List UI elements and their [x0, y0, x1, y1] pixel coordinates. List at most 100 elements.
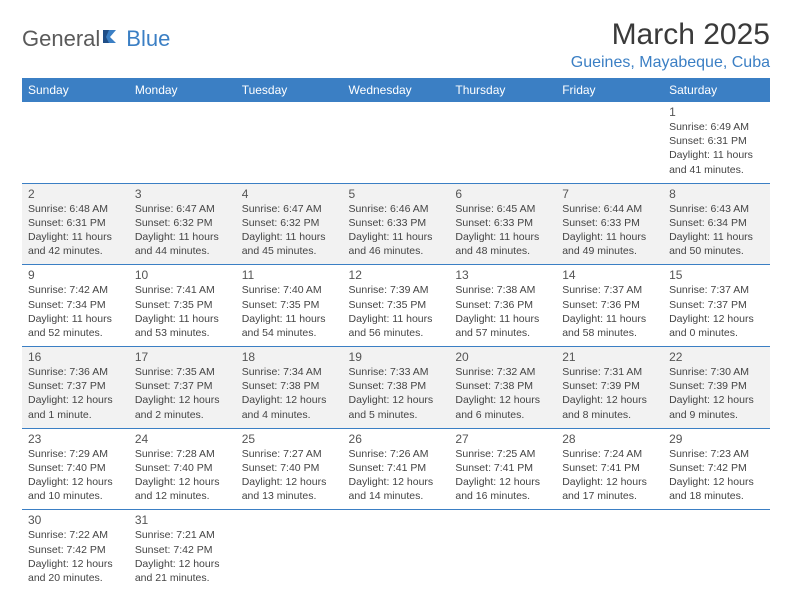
calendar-day-cell: 30Sunrise: 7:22 AMSunset: 7:42 PMDayligh…: [22, 510, 129, 591]
header: General Blue March 2025 Gueines, Mayabeq…: [22, 18, 770, 72]
calendar-week-row: 2Sunrise: 6:48 AMSunset: 6:31 PMDaylight…: [22, 183, 770, 265]
calendar-day-cell: [22, 102, 129, 183]
sunrise-text: Sunrise: 7:33 AM: [349, 365, 444, 379]
day-info: Sunrise: 7:35 AMSunset: 7:37 PMDaylight:…: [135, 365, 230, 422]
daylight-text: Daylight: 11 hours and 45 minutes.: [242, 230, 337, 258]
sunrise-text: Sunrise: 7:24 AM: [562, 447, 657, 461]
calendar-day-cell: 3Sunrise: 6:47 AMSunset: 6:32 PMDaylight…: [129, 183, 236, 265]
day-info: Sunrise: 7:23 AMSunset: 7:42 PMDaylight:…: [669, 447, 764, 504]
daylight-text: Daylight: 12 hours and 8 minutes.: [562, 393, 657, 421]
sunset-text: Sunset: 7:42 PM: [135, 543, 230, 557]
calendar-week-row: 23Sunrise: 7:29 AMSunset: 7:40 PMDayligh…: [22, 428, 770, 510]
day-number: 23: [28, 432, 123, 446]
calendar-week-row: 30Sunrise: 7:22 AMSunset: 7:42 PMDayligh…: [22, 510, 770, 591]
day-number: 7: [562, 187, 657, 201]
calendar-day-cell: [663, 510, 770, 591]
day-number: 30: [28, 513, 123, 527]
calendar-day-cell: 12Sunrise: 7:39 AMSunset: 7:35 PMDayligh…: [343, 265, 450, 347]
calendar-day-cell: 17Sunrise: 7:35 AMSunset: 7:37 PMDayligh…: [129, 347, 236, 429]
sunrise-text: Sunrise: 6:48 AM: [28, 202, 123, 216]
day-number: 3: [135, 187, 230, 201]
logo-flag-icon: [102, 26, 124, 52]
calendar-table: Sunday Monday Tuesday Wednesday Thursday…: [22, 78, 770, 591]
daylight-text: Daylight: 12 hours and 10 minutes.: [28, 475, 123, 503]
location: Gueines, Mayabeque, Cuba: [571, 54, 770, 72]
day-info: Sunrise: 7:40 AMSunset: 7:35 PMDaylight:…: [242, 283, 337, 340]
logo-text-general: General: [22, 26, 100, 52]
calendar-day-cell: 24Sunrise: 7:28 AMSunset: 7:40 PMDayligh…: [129, 428, 236, 510]
sunrise-text: Sunrise: 7:31 AM: [562, 365, 657, 379]
sunset-text: Sunset: 7:39 PM: [562, 379, 657, 393]
sunset-text: Sunset: 7:35 PM: [135, 298, 230, 312]
daylight-text: Daylight: 12 hours and 5 minutes.: [349, 393, 444, 421]
day-number: 8: [669, 187, 764, 201]
sunset-text: Sunset: 7:41 PM: [349, 461, 444, 475]
sunset-text: Sunset: 6:33 PM: [349, 216, 444, 230]
calendar-day-cell: [129, 102, 236, 183]
day-number: 20: [455, 350, 550, 364]
day-info: Sunrise: 6:43 AMSunset: 6:34 PMDaylight:…: [669, 202, 764, 259]
calendar-day-cell: 29Sunrise: 7:23 AMSunset: 7:42 PMDayligh…: [663, 428, 770, 510]
sunrise-text: Sunrise: 7:40 AM: [242, 283, 337, 297]
calendar-day-cell: 22Sunrise: 7:30 AMSunset: 7:39 PMDayligh…: [663, 347, 770, 429]
logo: General Blue: [22, 18, 170, 52]
day-info: Sunrise: 7:27 AMSunset: 7:40 PMDaylight:…: [242, 447, 337, 504]
daylight-text: Daylight: 12 hours and 1 minute.: [28, 393, 123, 421]
daylight-text: Daylight: 11 hours and 49 minutes.: [562, 230, 657, 258]
calendar-day-cell: 28Sunrise: 7:24 AMSunset: 7:41 PMDayligh…: [556, 428, 663, 510]
sunset-text: Sunset: 7:38 PM: [349, 379, 444, 393]
calendar-day-cell: 21Sunrise: 7:31 AMSunset: 7:39 PMDayligh…: [556, 347, 663, 429]
sunrise-text: Sunrise: 7:28 AM: [135, 447, 230, 461]
daylight-text: Daylight: 12 hours and 2 minutes.: [135, 393, 230, 421]
calendar-week-row: 1Sunrise: 6:49 AMSunset: 6:31 PMDaylight…: [22, 102, 770, 183]
sunrise-text: Sunrise: 7:32 AM: [455, 365, 550, 379]
sunrise-text: Sunrise: 7:26 AM: [349, 447, 444, 461]
daylight-text: Daylight: 12 hours and 14 minutes.: [349, 475, 444, 503]
sunset-text: Sunset: 7:39 PM: [669, 379, 764, 393]
sunrise-text: Sunrise: 7:30 AM: [669, 365, 764, 379]
daylight-text: Daylight: 11 hours and 42 minutes.: [28, 230, 123, 258]
daylight-text: Daylight: 11 hours and 53 minutes.: [135, 312, 230, 340]
day-number: 15: [669, 268, 764, 282]
sunset-text: Sunset: 7:38 PM: [242, 379, 337, 393]
sunset-text: Sunset: 7:37 PM: [28, 379, 123, 393]
day-number: 10: [135, 268, 230, 282]
sunrise-text: Sunrise: 6:49 AM: [669, 120, 764, 134]
day-number: 9: [28, 268, 123, 282]
weekday-header: Friday: [556, 78, 663, 102]
daylight-text: Daylight: 12 hours and 16 minutes.: [455, 475, 550, 503]
day-number: 18: [242, 350, 337, 364]
daylight-text: Daylight: 11 hours and 48 minutes.: [455, 230, 550, 258]
day-info: Sunrise: 7:26 AMSunset: 7:41 PMDaylight:…: [349, 447, 444, 504]
weekday-header: Wednesday: [343, 78, 450, 102]
daylight-text: Daylight: 11 hours and 58 minutes.: [562, 312, 657, 340]
sunset-text: Sunset: 7:41 PM: [455, 461, 550, 475]
daylight-text: Daylight: 12 hours and 21 minutes.: [135, 557, 230, 585]
day-number: 12: [349, 268, 444, 282]
weekday-header: Sunday: [22, 78, 129, 102]
daylight-text: Daylight: 11 hours and 57 minutes.: [455, 312, 550, 340]
sunset-text: Sunset: 7:36 PM: [562, 298, 657, 312]
sunset-text: Sunset: 6:31 PM: [28, 216, 123, 230]
daylight-text: Daylight: 12 hours and 12 minutes.: [135, 475, 230, 503]
month-title: March 2025: [571, 18, 770, 52]
sunset-text: Sunset: 7:37 PM: [135, 379, 230, 393]
sunset-text: Sunset: 7:36 PM: [455, 298, 550, 312]
sunset-text: Sunset: 6:32 PM: [135, 216, 230, 230]
sunrise-text: Sunrise: 7:42 AM: [28, 283, 123, 297]
day-info: Sunrise: 6:48 AMSunset: 6:31 PMDaylight:…: [28, 202, 123, 259]
calendar-day-cell: 11Sunrise: 7:40 AMSunset: 7:35 PMDayligh…: [236, 265, 343, 347]
calendar-day-cell: 8Sunrise: 6:43 AMSunset: 6:34 PMDaylight…: [663, 183, 770, 265]
sunrise-text: Sunrise: 7:41 AM: [135, 283, 230, 297]
sunrise-text: Sunrise: 7:36 AM: [28, 365, 123, 379]
calendar-day-cell: 9Sunrise: 7:42 AMSunset: 7:34 PMDaylight…: [22, 265, 129, 347]
daylight-text: Daylight: 12 hours and 6 minutes.: [455, 393, 550, 421]
calendar-day-cell: 31Sunrise: 7:21 AMSunset: 7:42 PMDayligh…: [129, 510, 236, 591]
sunset-text: Sunset: 7:42 PM: [669, 461, 764, 475]
calendar-week-row: 9Sunrise: 7:42 AMSunset: 7:34 PMDaylight…: [22, 265, 770, 347]
sunrise-text: Sunrise: 6:46 AM: [349, 202, 444, 216]
calendar-day-cell: [556, 510, 663, 591]
day-number: 21: [562, 350, 657, 364]
day-number: 16: [28, 350, 123, 364]
day-info: Sunrise: 7:33 AMSunset: 7:38 PMDaylight:…: [349, 365, 444, 422]
